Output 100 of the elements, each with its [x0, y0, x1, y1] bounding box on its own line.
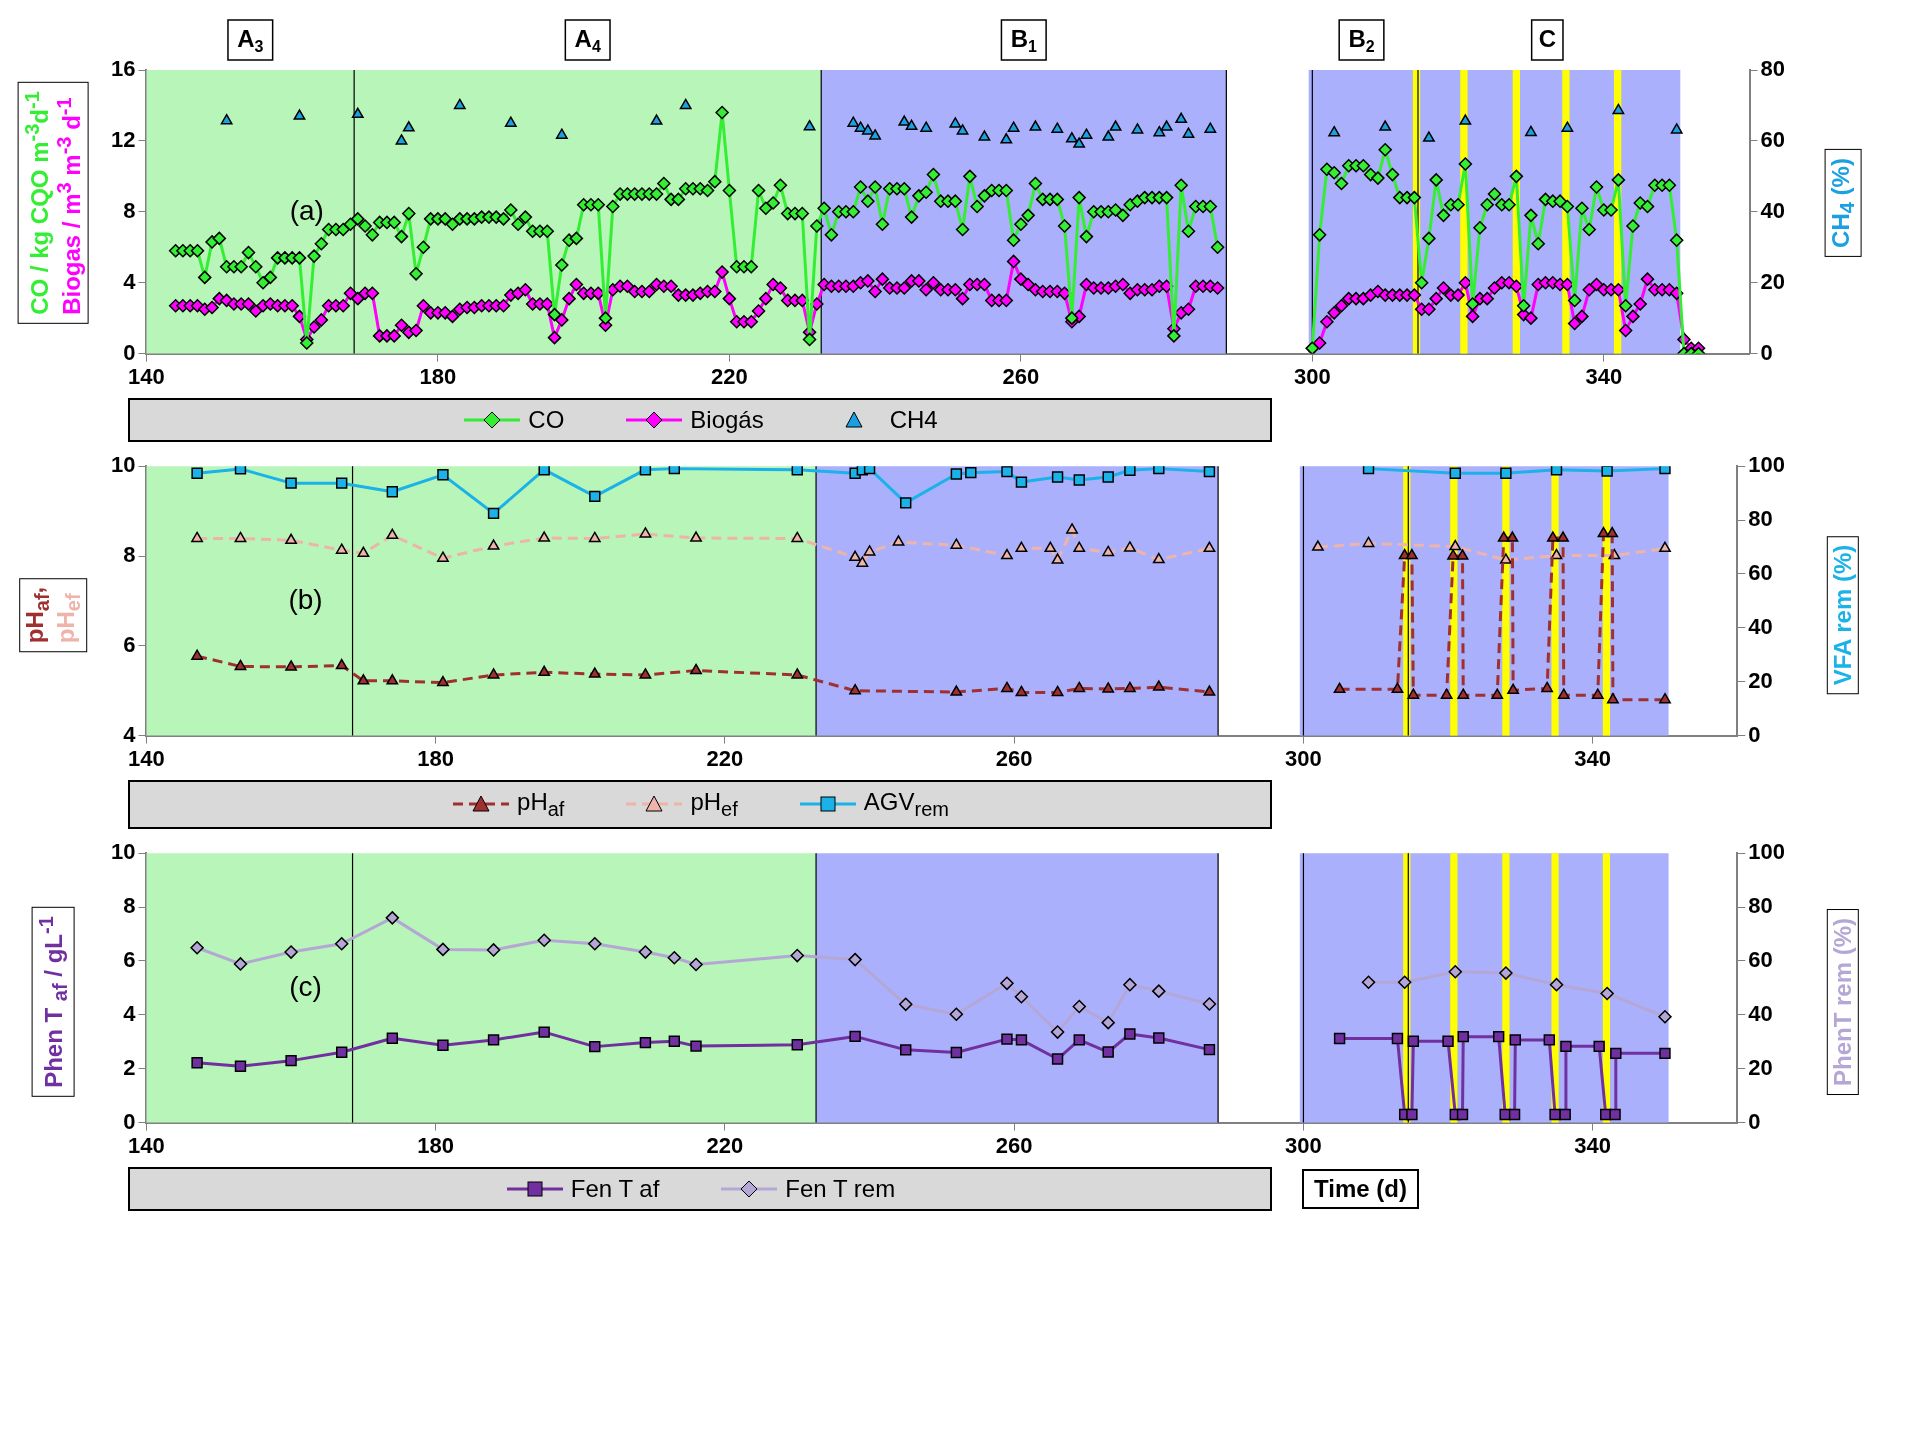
y-tick-label: 4 — [123, 1000, 137, 1026]
point — [1051, 685, 1064, 697]
point — [1123, 681, 1136, 693]
point — [856, 556, 869, 567]
point — [1202, 997, 1217, 1011]
point — [1000, 976, 1014, 990]
point — [486, 942, 501, 957]
x-tick-label: 140 — [128, 745, 165, 771]
x-tick-label: 340 — [1585, 363, 1623, 389]
point — [1670, 123, 1683, 134]
x-tick-label: 340 — [1574, 745, 1612, 771]
legend-label: CO — [528, 406, 565, 434]
point — [1507, 683, 1520, 694]
point — [1457, 688, 1470, 699]
point — [1109, 120, 1122, 131]
point — [1175, 112, 1188, 124]
point — [504, 116, 517, 127]
point — [791, 531, 804, 543]
point — [1102, 682, 1115, 693]
point — [1609, 1108, 1621, 1121]
y-tick-label: 0 — [123, 1108, 136, 1134]
point — [234, 659, 247, 671]
point — [978, 130, 991, 141]
point — [1391, 1032, 1404, 1045]
point — [679, 98, 692, 110]
point — [1001, 681, 1013, 693]
point — [956, 124, 969, 135]
y-tick-label: 16 — [110, 56, 136, 82]
point — [1459, 114, 1472, 125]
point — [950, 685, 963, 696]
point — [790, 948, 805, 963]
point — [1406, 1108, 1418, 1121]
y2-tick-label: 0 — [1760, 339, 1773, 365]
y2-axis-title: VFA rem (%) — [1828, 544, 1857, 686]
point — [803, 119, 816, 131]
point — [849, 683, 862, 695]
point — [848, 952, 862, 967]
point — [1499, 553, 1512, 564]
point — [638, 945, 653, 959]
point — [537, 933, 551, 947]
y2-tick-label: 100 — [1748, 452, 1786, 478]
point — [1508, 1108, 1521, 1121]
point — [667, 950, 682, 965]
point — [1015, 685, 1028, 697]
legend-label: Fen T rem — [785, 1174, 896, 1203]
point — [900, 1043, 912, 1056]
y-tick-label: 8 — [123, 197, 136, 223]
point — [285, 660, 298, 671]
point — [1102, 130, 1115, 141]
point — [905, 119, 918, 131]
legend-label: pH$_{af}$ — [517, 788, 565, 821]
point — [1658, 1009, 1672, 1024]
point — [1007, 121, 1020, 132]
point — [1072, 999, 1087, 1014]
point — [1447, 549, 1460, 560]
point — [437, 1039, 449, 1051]
x-tick-label: 260 — [995, 1132, 1033, 1158]
point — [1182, 127, 1195, 138]
x-tick-label: 180 — [419, 363, 457, 389]
point — [588, 531, 601, 543]
band-label: C — [1538, 24, 1556, 52]
point — [1203, 685, 1216, 696]
point — [1073, 1033, 1085, 1046]
legend-label: pH$_{ef}$ — [690, 788, 738, 821]
point — [335, 658, 348, 670]
point — [949, 117, 962, 128]
point — [1160, 120, 1173, 131]
y2-tick-label: 60 — [1760, 126, 1786, 152]
annotation: (a) — [289, 194, 324, 226]
point — [1050, 1025, 1065, 1039]
point — [1593, 1040, 1605, 1052]
x-tick-label: 220 — [711, 363, 748, 389]
point — [1131, 123, 1144, 134]
point — [436, 942, 450, 956]
legend-label: Biogás — [690, 406, 764, 434]
point — [285, 533, 298, 545]
x-tick-label: 300 — [1293, 363, 1331, 389]
point — [351, 107, 364, 119]
y-tick-label: 8 — [123, 892, 136, 918]
y-tick-label: 8 — [123, 542, 136, 568]
point — [1361, 975, 1376, 989]
point — [1073, 541, 1086, 553]
point — [386, 674, 399, 685]
point — [538, 1026, 550, 1038]
point — [1492, 1030, 1505, 1043]
point — [689, 957, 703, 972]
point — [1448, 964, 1463, 979]
point — [1204, 122, 1217, 133]
point — [1051, 553, 1064, 564]
point — [639, 668, 652, 679]
point — [1549, 977, 1564, 992]
point — [293, 109, 306, 120]
y-tick-label: 4 — [123, 268, 137, 294]
point — [386, 1032, 399, 1044]
y2-tick-label: 20 — [1760, 268, 1786, 294]
point — [1152, 984, 1166, 998]
annotation: (b) — [288, 583, 323, 615]
point — [1333, 682, 1346, 694]
point — [1029, 120, 1042, 131]
point — [589, 1040, 601, 1053]
